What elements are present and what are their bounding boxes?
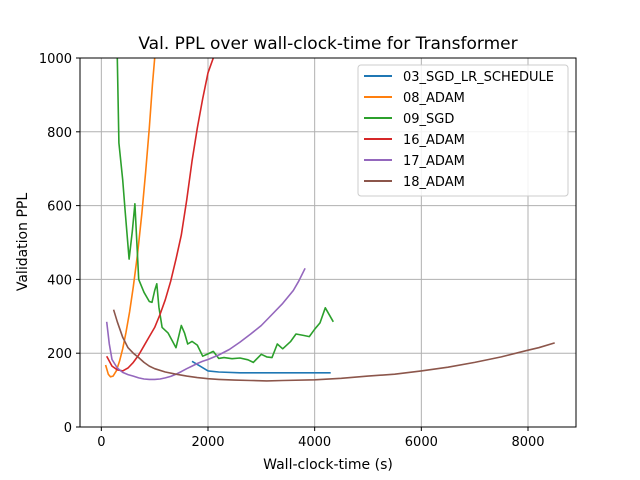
y-tick-label: 200 [47,347,72,362]
x-tick-label: 0 [97,435,105,450]
legend-label: 09_SGD [403,112,454,127]
y-axis-title: Validation PPL [15,193,31,291]
legend-label: 17_ADAM [403,154,465,169]
x-tick-label: 2000 [191,435,224,450]
series-line-18-adam [112,309,555,382]
y-tick-label: 800 [47,126,72,141]
y-tick-label: 600 [47,200,72,215]
y-tick-label: 0 [64,421,72,436]
legend-label: 08_ADAM [403,91,465,106]
legend: 03_SGD_LR_SCHEDULE 08_ADAM 09_SGD 16_ADAM 17… [357,64,569,197]
x-tick-label: 4000 [298,435,331,450]
x-tick-label: 6000 [405,435,438,450]
legend-label: 03_SGD_LR_SCHEDULE [403,70,554,85]
series-line-03-sgd-lr-schedule [191,360,331,374]
series-line-17-adam [105,267,306,381]
x-axis-title: Wall-clock-time (s) [263,457,393,473]
plot-frame [79,57,577,428]
series-line-16-adam [105,58,215,372]
chart-title: Val. PPL over wall-clock-time for Transf… [138,34,517,54]
axis-ticks: 0 2000 4000 6000 8000 0 200 400 600 800 1000 [39,52,545,450]
y-tick-label: 1000 [39,52,72,67]
series-line-09-sgd [116,58,334,364]
legend-box [357,64,569,197]
series-lines [104,58,555,382]
legend-label: 18_ADAM [403,175,465,190]
legend-label: 16_ADAM [403,133,465,148]
x-tick-label: 8000 [511,435,544,450]
y-tick-label: 400 [47,273,72,288]
series-line-08-adam [104,58,156,378]
